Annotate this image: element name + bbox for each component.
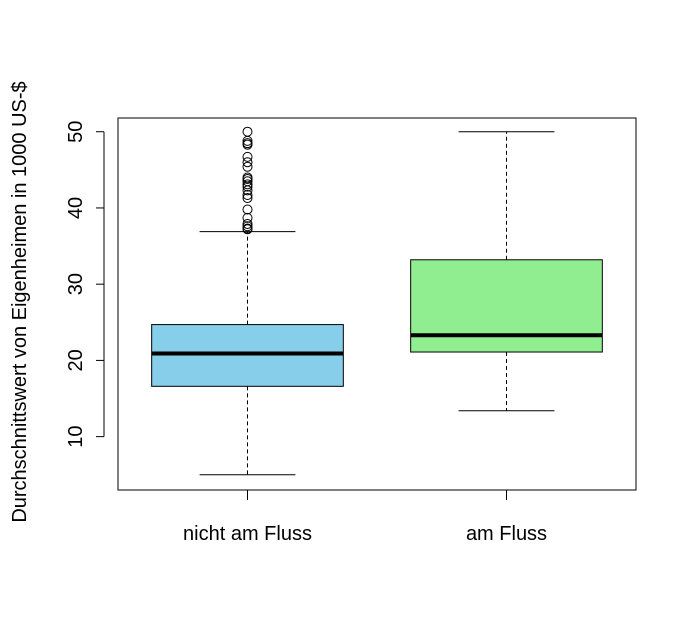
x-tick-label: nicht am Fluss bbox=[183, 523, 312, 545]
outlier-point bbox=[242, 172, 253, 183]
outlier-point bbox=[242, 212, 253, 223]
outlier-point bbox=[242, 221, 253, 232]
boxes bbox=[151, 126, 603, 476]
outlier-point bbox=[242, 204, 253, 215]
outlier-point bbox=[242, 189, 253, 200]
outlier-point bbox=[242, 179, 253, 190]
y-tick-label: 30 bbox=[65, 273, 87, 295]
y-tick-label: 10 bbox=[65, 426, 87, 448]
outlier-point bbox=[242, 138, 253, 149]
outlier-point bbox=[242, 126, 253, 137]
y-tick-label: 50 bbox=[65, 121, 87, 143]
outlier-point bbox=[242, 157, 253, 168]
x-axis: nicht am Fluss am Fluss bbox=[183, 489, 547, 545]
box-group bbox=[410, 131, 603, 412]
y-axis: 10 20 30 40 50 bbox=[65, 121, 105, 448]
outlier-point bbox=[242, 161, 253, 172]
outlier-point bbox=[242, 151, 253, 162]
y-axis-label: Durchschnittswert von Eigenheimen in 100… bbox=[9, 81, 31, 522]
outlier-point bbox=[242, 193, 253, 204]
outlier-point bbox=[242, 176, 253, 187]
box-group bbox=[151, 126, 344, 476]
x-tick-label: am Fluss bbox=[466, 523, 547, 545]
outlier-point bbox=[242, 223, 253, 234]
outlier-point bbox=[242, 218, 253, 229]
box-iqr bbox=[410, 259, 603, 353]
y-tick-label: 40 bbox=[65, 197, 87, 219]
y-tick-label: 20 bbox=[65, 349, 87, 371]
